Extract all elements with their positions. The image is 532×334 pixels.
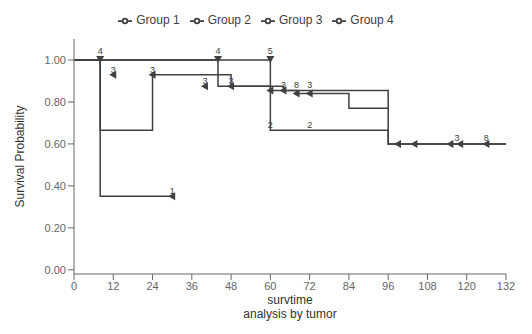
svg-text:0.80: 0.80 xyxy=(45,96,66,108)
svg-text:1: 1 xyxy=(170,186,175,196)
svg-text:3: 3 xyxy=(111,65,116,75)
svg-text:3: 3 xyxy=(229,76,234,86)
svg-text:3: 3 xyxy=(202,76,207,86)
svg-text:5: 5 xyxy=(268,46,273,56)
svg-text:2: 2 xyxy=(268,120,273,130)
svg-text:0: 0 xyxy=(71,280,77,292)
svg-text:Survival Probability: Survival Probability xyxy=(13,105,27,207)
html-text:Group 1: Group 1 xyxy=(136,13,180,27)
svg-text:4: 4 xyxy=(98,46,103,56)
svg-text:3: 3 xyxy=(281,80,286,90)
svg-text:2: 2 xyxy=(307,120,312,130)
svg-text:36: 36 xyxy=(186,280,198,292)
svg-text:120: 120 xyxy=(458,280,476,292)
svg-text:3: 3 xyxy=(150,65,155,75)
svg-text:4: 4 xyxy=(215,46,220,56)
svg-text:0.60: 0.60 xyxy=(45,138,66,150)
html-text:Group 4: Group 4 xyxy=(350,13,394,27)
svg-text:0.00: 0.00 xyxy=(45,264,66,276)
svg-text:8: 8 xyxy=(294,80,299,90)
svg-text:84: 84 xyxy=(343,280,355,292)
svg-text:3: 3 xyxy=(454,133,459,143)
svg-text:96: 96 xyxy=(382,280,394,292)
svg-text:8: 8 xyxy=(484,133,489,143)
svg-text:0.40: 0.40 xyxy=(45,180,66,192)
html-text:Group 2: Group 2 xyxy=(207,13,251,27)
svg-text:3: 3 xyxy=(307,80,312,90)
svg-text:survtimeanalysis by tumor: survtimeanalysis by tumor xyxy=(243,293,336,321)
svg-text:72: 72 xyxy=(304,280,316,292)
svg-text:24: 24 xyxy=(146,280,158,292)
svg-text:12: 12 xyxy=(107,280,119,292)
svg-text:60: 60 xyxy=(264,280,276,292)
svg-text:48: 48 xyxy=(225,280,237,292)
svg-text:132: 132 xyxy=(497,280,515,292)
svg-text:108: 108 xyxy=(418,280,436,292)
html-text:Group 3: Group 3 xyxy=(279,13,323,27)
svg-text:0.20: 0.20 xyxy=(45,222,66,234)
svg-text:1.00: 1.00 xyxy=(45,54,66,66)
